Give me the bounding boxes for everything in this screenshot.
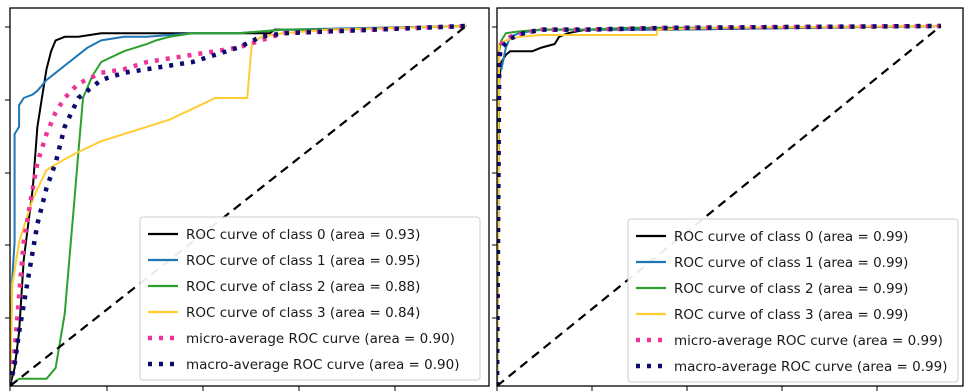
axes-frame (9, 7, 490, 387)
legend-entry-label: ROC curve of class 0 (area = 0.99) (674, 229, 908, 245)
chance-diagonal-line (10, 25, 467, 386)
plot-area (497, 23, 942, 386)
legend-entry-label: ROC curve of class 1 (area = 0.99) (674, 255, 908, 271)
roc-curve-class-2 (10, 25, 467, 386)
plot-area (10, 23, 467, 386)
legend-entry-label: ROC curve of class 0 (area = 0.93) (186, 227, 420, 243)
legend-entry-label: micro-average ROC curve (area = 0.90) (186, 331, 455, 347)
roc-curve-class-0 (10, 25, 467, 386)
legend-entry-label: ROC curve of class 3 (area = 0.99) (674, 307, 908, 323)
legend-entry-label: macro-average ROC curve (area = 0.99) (674, 359, 947, 375)
legend-box (627, 218, 959, 383)
legend-entry-label: ROC curve of class 2 (area = 0.88) (186, 279, 420, 295)
legend: ROC curve of class 0 (area = 0.93) ROC cu… (139, 216, 481, 381)
legend-entry-label: ROC curve of class 1 (area = 0.95) (186, 253, 420, 269)
chance-diagonal-line (497, 25, 942, 386)
roc-curve-class-3 (10, 25, 467, 386)
legend-entry-label: macro-average ROC curve (area = 0.90) (186, 357, 459, 373)
roc-curve-class-1 (10, 25, 467, 386)
macro-average-roc-curve (497, 23, 941, 386)
roc-plot-panel-right: ROC curve of class 0 (area = 0.99) ROC cu… (492, 7, 964, 391)
axes-frame (496, 7, 964, 387)
legend-entry-label: ROC curve of class 3 (area = 0.84) (186, 305, 420, 321)
legend-entry-label: ROC curve of class 2 (area = 0.99) (674, 281, 908, 297)
roc-plot-panel-left: ROC curve of class 0 (area = 0.93) ROC cu… (5, 7, 490, 391)
legend: ROC curve of class 0 (area = 0.99) ROC cu… (627, 218, 959, 383)
legend-entry-label: micro-average ROC curve (area = 0.99) (674, 333, 943, 349)
legend-box (139, 216, 481, 381)
